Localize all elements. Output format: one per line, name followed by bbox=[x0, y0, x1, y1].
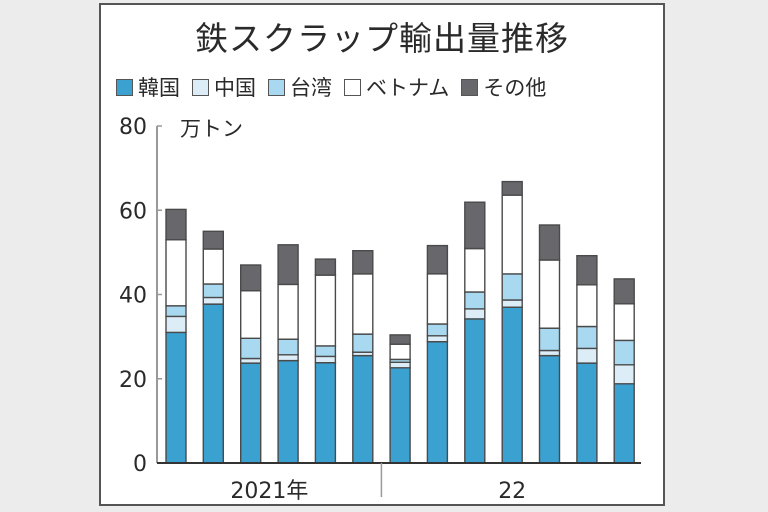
bar-segment bbox=[538, 354, 561, 464]
bar-segment bbox=[202, 296, 225, 305]
bar-segment bbox=[538, 349, 561, 357]
bar-segment bbox=[352, 273, 374, 335]
bar-segment bbox=[501, 299, 523, 308]
bar-segment bbox=[501, 194, 523, 275]
legend-swatch bbox=[192, 78, 209, 96]
bar-segment bbox=[576, 325, 598, 350]
y-tick-label: 40 bbox=[119, 284, 147, 309]
bar-segment bbox=[352, 333, 374, 353]
bar-segment bbox=[202, 248, 225, 285]
bar-segment bbox=[426, 341, 449, 464]
legend-item-other: その他 bbox=[461, 72, 546, 102]
bar-segment bbox=[314, 345, 337, 358]
bar-segment bbox=[277, 244, 299, 286]
bar-segment bbox=[501, 180, 523, 196]
bar-segment bbox=[501, 273, 523, 301]
bar-segment bbox=[613, 303, 635, 342]
legend-item-vietnam: ベトナム bbox=[344, 72, 449, 102]
bar-segment bbox=[239, 337, 262, 360]
bar-segment bbox=[352, 354, 374, 464]
legend-item-taiwan: 台湾 bbox=[268, 72, 332, 102]
legend-label: 中国 bbox=[214, 76, 256, 100]
bar-segment bbox=[613, 339, 635, 366]
legend-item-china: 中国 bbox=[192, 72, 256, 102]
bar-segment bbox=[165, 315, 187, 334]
bar-segment bbox=[202, 230, 225, 250]
bar-segment bbox=[277, 354, 299, 362]
bar-segment bbox=[389, 361, 411, 369]
legend-label: ベトナム bbox=[366, 76, 450, 100]
bar-segment bbox=[165, 238, 187, 307]
bar-segment bbox=[239, 290, 262, 340]
bar-segment bbox=[576, 347, 598, 364]
bar-segment bbox=[576, 254, 598, 286]
bar-segment bbox=[426, 273, 449, 325]
bar-segment bbox=[538, 224, 561, 261]
bar-segment bbox=[239, 264, 262, 292]
bar-segment bbox=[352, 249, 374, 275]
bar-segment bbox=[613, 364, 635, 385]
bar-segment bbox=[538, 259, 561, 329]
bar-segment bbox=[165, 331, 187, 464]
bar-segment bbox=[426, 335, 449, 343]
y-unit-label: 万トン bbox=[180, 117, 243, 141]
bar-segment bbox=[464, 201, 486, 250]
bar-segment bbox=[202, 303, 225, 464]
y-tick-label: 0 bbox=[133, 452, 147, 477]
bar-segment bbox=[426, 323, 449, 337]
legend-swatch bbox=[344, 78, 361, 96]
bar-segment bbox=[613, 383, 635, 464]
bar-segment bbox=[389, 367, 411, 464]
bar-segment bbox=[464, 308, 486, 320]
bar-segment bbox=[613, 278, 635, 305]
bar-segment bbox=[464, 291, 486, 310]
y-tick-label: 60 bbox=[119, 199, 147, 224]
chart-title: 鉄スクラップ輸出量推移 bbox=[195, 19, 569, 58]
axes-group: 0 20 40 60 80 2021年 22 bbox=[119, 115, 641, 504]
y-tick-label: 80 bbox=[119, 115, 147, 140]
legend-swatch bbox=[461, 78, 479, 96]
x-group-label: 22 bbox=[498, 479, 526, 504]
bar-segment bbox=[165, 208, 187, 241]
legend: 韓国 中国 台湾 ベトナム その他 bbox=[116, 72, 656, 102]
bar-segment bbox=[464, 247, 486, 293]
x-group-label: 2021年 bbox=[230, 479, 308, 504]
legend-label: 韓国 bbox=[138, 76, 180, 100]
bar-segment bbox=[165, 305, 187, 318]
bar-segment bbox=[239, 362, 262, 464]
bar-segment bbox=[538, 327, 561, 352]
bar-segment bbox=[314, 274, 337, 347]
bar-segment bbox=[277, 283, 299, 340]
bar-segment bbox=[576, 284, 598, 328]
legend-label: その他 bbox=[483, 76, 547, 100]
bar-segment bbox=[277, 338, 299, 356]
bar-segment bbox=[464, 318, 486, 464]
bar-segment bbox=[426, 244, 449, 275]
bar-segment bbox=[389, 334, 411, 345]
legend-item-korea: 韓国 bbox=[116, 72, 180, 102]
bars-group bbox=[165, 180, 635, 464]
bar-segment bbox=[277, 359, 299, 464]
bar-segment bbox=[314, 258, 337, 276]
bar-segment bbox=[389, 343, 411, 361]
bar-segment bbox=[501, 306, 523, 464]
legend-swatch bbox=[268, 78, 285, 96]
legend-label: 台湾 bbox=[290, 76, 332, 100]
y-tick-label: 20 bbox=[119, 368, 147, 393]
bar-segment bbox=[314, 362, 337, 464]
bar-segment bbox=[314, 355, 337, 364]
bar-segment bbox=[202, 283, 225, 299]
bar-segment bbox=[576, 362, 598, 464]
legend-swatch bbox=[116, 78, 133, 96]
